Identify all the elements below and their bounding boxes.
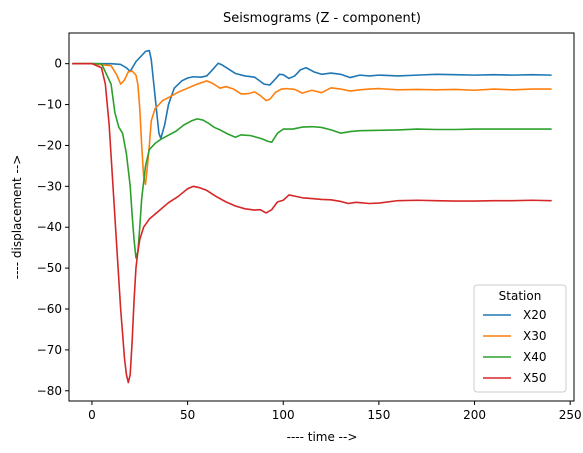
y-tick-label: −20 [37, 138, 62, 152]
y-tick-label: −10 [37, 98, 62, 112]
y-tick-label: 0 [54, 57, 62, 71]
y-tick-label: −60 [37, 302, 62, 316]
legend-label-x30: X30 [523, 329, 547, 343]
x-tick-label: 50 [180, 408, 195, 422]
y-tick-label: −50 [37, 261, 62, 275]
y-tick-label: −80 [37, 384, 62, 398]
x-tick-label: 150 [367, 408, 390, 422]
y-tick-label: −40 [37, 220, 62, 234]
y-axis-label: ---- displacement --> [10, 155, 24, 280]
x-tick-label: 200 [463, 408, 486, 422]
legend: Station X20 X30 X40 X50 [474, 285, 566, 392]
chart-title: Seismograms (Z - component) [223, 11, 421, 26]
legend-label-x40: X40 [523, 350, 547, 364]
legend-label-x20: X20 [523, 308, 547, 322]
y-tick-label: −30 [37, 179, 62, 193]
x-axis-label: ---- time --> [287, 430, 358, 444]
legend-label-x50: X50 [523, 371, 547, 385]
legend-title: Station [499, 289, 542, 303]
x-tick-label: 250 [559, 408, 582, 422]
y-tick-label: −70 [37, 343, 62, 357]
x-tick-label: 0 [88, 408, 96, 422]
x-tick-label: 100 [272, 408, 295, 422]
